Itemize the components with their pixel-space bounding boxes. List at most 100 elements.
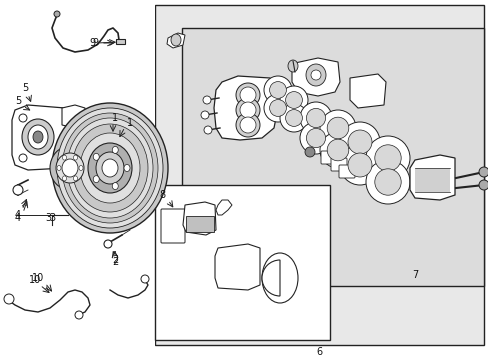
Text: 3: 3 xyxy=(45,213,51,223)
Ellipse shape xyxy=(112,147,118,153)
Ellipse shape xyxy=(72,124,148,212)
Text: 3: 3 xyxy=(49,213,55,223)
Text: 10: 10 xyxy=(29,275,41,285)
Ellipse shape xyxy=(240,117,256,133)
Ellipse shape xyxy=(141,275,149,283)
Text: 5: 5 xyxy=(15,96,21,106)
Ellipse shape xyxy=(73,176,77,181)
Ellipse shape xyxy=(57,108,163,228)
Polygon shape xyxy=(215,244,260,290)
Text: 8: 8 xyxy=(159,190,165,200)
Ellipse shape xyxy=(236,83,260,107)
Ellipse shape xyxy=(203,126,212,134)
FancyBboxPatch shape xyxy=(330,158,346,171)
Ellipse shape xyxy=(285,109,302,126)
Ellipse shape xyxy=(285,91,302,108)
Polygon shape xyxy=(216,200,231,215)
Bar xyxy=(116,39,125,44)
Ellipse shape xyxy=(67,118,153,218)
Ellipse shape xyxy=(19,154,27,162)
Ellipse shape xyxy=(305,64,325,86)
Text: 2: 2 xyxy=(112,257,118,267)
Ellipse shape xyxy=(52,103,168,233)
Ellipse shape xyxy=(306,108,325,127)
Ellipse shape xyxy=(299,102,331,134)
Ellipse shape xyxy=(75,311,83,319)
Ellipse shape xyxy=(310,70,320,80)
Text: 4: 4 xyxy=(15,213,21,223)
Text: 7: 7 xyxy=(411,270,417,280)
Ellipse shape xyxy=(102,159,118,177)
Ellipse shape xyxy=(299,122,331,154)
Bar xyxy=(182,28,483,286)
Bar xyxy=(414,168,449,192)
Polygon shape xyxy=(349,74,385,108)
Text: 1: 1 xyxy=(127,118,133,128)
Ellipse shape xyxy=(19,114,27,122)
Ellipse shape xyxy=(4,294,14,304)
Ellipse shape xyxy=(22,119,54,155)
Ellipse shape xyxy=(62,176,66,181)
Ellipse shape xyxy=(50,146,90,190)
Polygon shape xyxy=(12,105,72,170)
Ellipse shape xyxy=(264,76,291,104)
Ellipse shape xyxy=(374,169,400,195)
Ellipse shape xyxy=(112,183,118,190)
Ellipse shape xyxy=(203,96,210,104)
Ellipse shape xyxy=(62,155,66,160)
Ellipse shape xyxy=(365,136,409,180)
Text: 6: 6 xyxy=(315,347,322,357)
Ellipse shape xyxy=(171,34,181,46)
Ellipse shape xyxy=(305,147,314,157)
Polygon shape xyxy=(167,33,184,48)
Ellipse shape xyxy=(80,133,140,203)
Ellipse shape xyxy=(104,240,112,248)
Ellipse shape xyxy=(236,98,260,122)
Ellipse shape xyxy=(93,153,99,160)
Wedge shape xyxy=(262,260,280,296)
Ellipse shape xyxy=(28,125,48,149)
FancyBboxPatch shape xyxy=(320,151,336,164)
Bar xyxy=(155,185,329,340)
Ellipse shape xyxy=(62,159,78,177)
Polygon shape xyxy=(409,155,454,200)
Ellipse shape xyxy=(319,110,355,146)
Ellipse shape xyxy=(306,129,325,148)
Ellipse shape xyxy=(280,104,307,132)
Text: 9: 9 xyxy=(89,38,95,48)
Ellipse shape xyxy=(326,139,348,161)
Ellipse shape xyxy=(269,82,286,98)
Ellipse shape xyxy=(56,153,84,183)
FancyBboxPatch shape xyxy=(338,165,354,178)
Text: 5: 5 xyxy=(22,83,28,93)
Ellipse shape xyxy=(264,94,291,122)
Polygon shape xyxy=(62,105,85,128)
Ellipse shape xyxy=(347,130,371,154)
Ellipse shape xyxy=(96,152,124,184)
Polygon shape xyxy=(214,76,278,140)
Ellipse shape xyxy=(280,86,307,114)
Ellipse shape xyxy=(88,143,132,193)
Bar xyxy=(185,216,214,232)
Bar xyxy=(155,5,483,345)
Ellipse shape xyxy=(240,87,256,103)
Text: 1: 1 xyxy=(112,113,118,123)
Ellipse shape xyxy=(478,167,488,177)
Ellipse shape xyxy=(374,145,400,171)
Ellipse shape xyxy=(57,166,61,171)
Ellipse shape xyxy=(124,165,130,171)
Ellipse shape xyxy=(319,132,355,168)
Ellipse shape xyxy=(240,102,256,118)
Ellipse shape xyxy=(73,155,77,160)
Text: 10: 10 xyxy=(32,273,44,283)
Ellipse shape xyxy=(326,117,348,139)
Text: 4: 4 xyxy=(15,210,21,220)
Polygon shape xyxy=(183,202,216,235)
FancyBboxPatch shape xyxy=(161,209,184,243)
Ellipse shape xyxy=(339,145,379,185)
Ellipse shape xyxy=(201,111,208,119)
Ellipse shape xyxy=(347,153,371,177)
Text: 2: 2 xyxy=(112,255,118,265)
Ellipse shape xyxy=(287,60,297,72)
Ellipse shape xyxy=(13,185,23,195)
